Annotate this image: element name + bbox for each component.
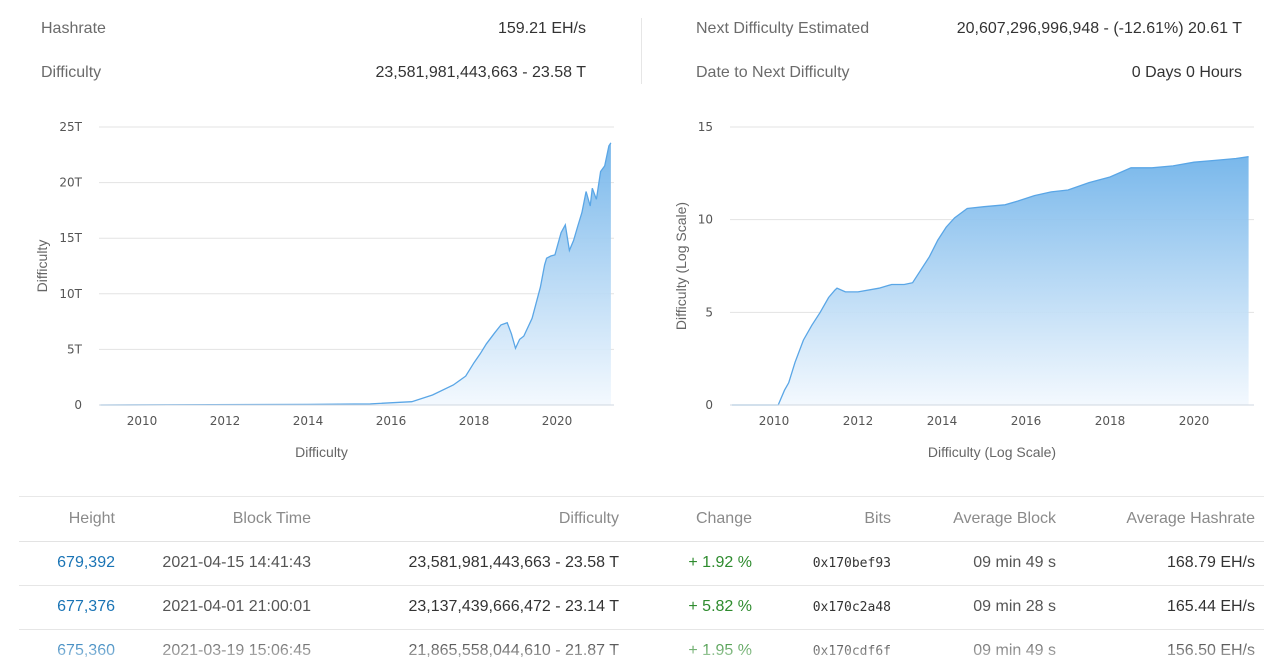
stat-label: Hashrate [41, 20, 106, 37]
block-time-cell: 2021-03-19 15:06:45 [124, 629, 320, 665]
column-header-height[interactable]: Height [19, 497, 124, 542]
change-cell: + 5.82 % [628, 585, 761, 630]
block-height-link[interactable]: 679,392 [57, 554, 115, 571]
block-time-cell: 2021-04-01 21:00:01 [124, 585, 320, 630]
y-tick-label: 0 [705, 398, 713, 412]
stat-label: Next Difficulty Estimated [696, 20, 870, 37]
x-tick-label: 2020 [1179, 414, 1210, 428]
difficulty-log-chart[interactable]: 0 5 10 15 2010 2012 2014 2016 2018 2020 Difficulty… [640, 100, 1280, 480]
stat-difficulty: Difficulty 23,581,981,443,663 - 23.58 T [41, 51, 586, 95]
table-row: 679,392 2021-04-15 14:41:43 23,581,981,4… [19, 541, 1264, 586]
difficulty-table: Height Block Time Difficulty Change Bits… [19, 496, 1264, 665]
y-tick-label: 5 [705, 305, 713, 319]
average-block-cell: 09 min 28 s [900, 585, 1065, 630]
stat-date-next-difficulty: Date to Next Difficulty 0 Days 0 Hours [696, 51, 1242, 95]
stat-hashrate: Hashrate 159.21 EH/s [41, 7, 586, 51]
stat-value: 159.21 EH/s [497, 20, 586, 37]
column-header-change[interactable]: Change [628, 497, 761, 542]
x-tick-label: 2014 [293, 414, 324, 428]
x-axis-title: Difficulty (Log Scale) [928, 444, 1056, 460]
series-line [732, 156, 1249, 406]
difficulty-cell: 23,137,439,666,472 - 23.14 T [320, 585, 628, 630]
bits-cell: 0x170c2a48 [761, 585, 900, 630]
x-tick-label: 2018 [1095, 414, 1126, 428]
x-tick-label: 2016 [376, 414, 407, 428]
table-row: 675,360 2021-03-19 15:06:45 21,865,558,0… [19, 629, 1264, 665]
y-tick-label: 25T [59, 120, 82, 134]
x-tick-label: 2010 [127, 414, 158, 428]
stat-value: 0 Days 0 Hours [1131, 64, 1242, 81]
y-axis-title: Difficulty [34, 240, 50, 293]
column-header-bits[interactable]: Bits [761, 497, 900, 542]
column-header-block-time[interactable]: Block Time [124, 497, 320, 542]
x-tick-label: 2020 [542, 414, 573, 428]
bits-cell: 0x170bef93 [761, 541, 900, 586]
area-fill [732, 156, 1249, 405]
series-line [100, 142, 612, 406]
change-cell: + 1.92 % [628, 541, 761, 586]
stat-label: Difficulty [41, 64, 102, 81]
block-time-cell: 2021-04-15 14:41:43 [124, 541, 320, 586]
stat-label: Date to Next Difficulty [696, 64, 850, 81]
x-tick-label: 2016 [1011, 414, 1042, 428]
stat-next-difficulty: Next Difficulty Estimated 20,607,296,996… [696, 7, 1242, 51]
y-tick-label: 0 [74, 398, 82, 412]
difficulty-cell: 23,581,981,443,663 - 23.58 T [320, 541, 628, 586]
average-hashrate-cell: 165.44 EH/s [1065, 585, 1264, 630]
area-fill [100, 142, 611, 406]
stats-panel: Hashrate 159.21 EH/s Difficulty 23,581,9… [0, 0, 1280, 100]
table-header-row: Height Block Time Difficulty Change Bits… [19, 497, 1264, 542]
change-cell: + 1.95 % [628, 629, 761, 665]
y-tick-label: 5T [67, 342, 83, 356]
divider [641, 18, 642, 84]
average-hashrate-cell: 156.50 EH/s [1065, 629, 1264, 665]
block-height-link[interactable]: 677,376 [57, 598, 115, 615]
column-header-difficulty[interactable]: Difficulty [320, 497, 628, 542]
average-block-cell: 09 min 49 s [900, 541, 1065, 586]
y-tick-label: 20T [59, 176, 82, 190]
chart-svg: 0 5 10 15 2010 2012 2014 2016 2018 2020 Difficulty… [673, 120, 1254, 460]
table-row: 677,376 2021-04-01 21:00:01 23,137,439,6… [19, 585, 1264, 630]
column-header-average-block[interactable]: Average Block [900, 497, 1065, 542]
x-axis-title: Difficulty [295, 444, 348, 460]
y-tick-label: 10T [59, 287, 82, 301]
block-height-link[interactable]: 675,360 [57, 642, 115, 659]
stat-value: 23,581,981,443,663 - 23.58 T [375, 64, 586, 81]
bits-cell: 0x170cdf6f [761, 629, 900, 665]
y-axis-title: Difficulty (Log Scale) [673, 202, 689, 330]
y-tick-label: 15T [59, 231, 82, 245]
x-tick-label: 2018 [459, 414, 490, 428]
chart-svg: 0 5T 10T 15T 20T 25T 2010 2012 2014 2016 2018 2020 D… [34, 120, 614, 460]
difficulty-cell: 21,865,558,044,610 - 21.87 T [320, 629, 628, 665]
x-tick-label: 2012 [843, 414, 874, 428]
average-hashrate-cell: 168.79 EH/s [1065, 541, 1264, 586]
x-tick-label: 2012 [210, 414, 241, 428]
x-tick-label: 2014 [927, 414, 958, 428]
column-header-average-hashrate[interactable]: Average Hashrate [1065, 497, 1264, 542]
difficulty-chart[interactable]: 0 5T 10T 15T 20T 25T 2010 2012 2014 2016 2018 2020 D… [0, 100, 640, 480]
y-tick-label: 10 [698, 213, 713, 227]
average-block-cell: 09 min 49 s [900, 629, 1065, 665]
y-tick-label: 15 [698, 120, 713, 134]
stat-value: 20,607,296,996,948 - (-12.61%) 20.61 T [956, 20, 1242, 37]
x-tick-label: 2010 [759, 414, 790, 428]
